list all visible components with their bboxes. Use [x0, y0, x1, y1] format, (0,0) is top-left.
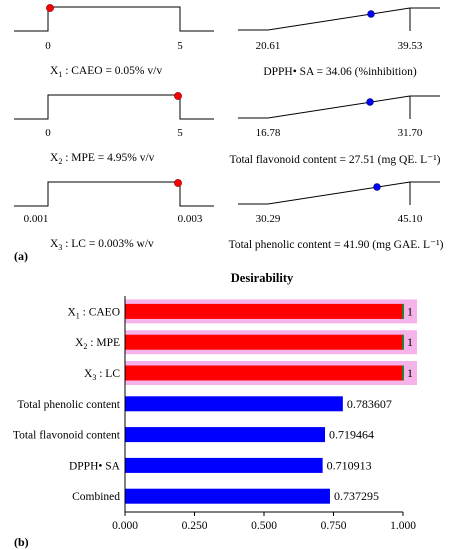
- x-tick-label: 0.000: [112, 520, 138, 532]
- x-tick-label: 0.500: [251, 520, 277, 532]
- bar-layer: [125, 303, 404, 504]
- category-label: Combined: [72, 491, 120, 503]
- response-ramp-flavonoid: 16.78 31.70 Total flavonoid content = 27…: [230, 95, 441, 166]
- value-label: 0.719464: [329, 428, 374, 442]
- bar: [125, 457, 323, 473]
- response-ramp-dpph: 20.61 39.53 DPPH• SA = 34.06 (%inhibitio…: [238, 7, 440, 78]
- low-label: 30.29: [256, 213, 281, 225]
- response-marker: [366, 98, 374, 106]
- response-ramp-phenolic: 30.29 45.10 Total phenolic content = 41.…: [229, 181, 444, 251]
- value-label: 1: [407, 335, 413, 349]
- low-label: 0: [45, 40, 51, 52]
- setting-marker: [174, 92, 182, 100]
- bar: [125, 396, 343, 412]
- caption-text: : MPE = 4.95% v/v: [62, 152, 154, 164]
- setting-marker: [46, 4, 54, 12]
- ramp-line: [14, 6, 214, 32]
- bar: [125, 334, 403, 350]
- response-caption: Total phenolic content = 41.90 (mg GAE. …: [229, 239, 444, 251]
- category-label: X1 : CAEO: [67, 306, 120, 320]
- high-label: 31.70: [398, 127, 423, 139]
- value-label: 1: [407, 304, 413, 318]
- low-label: 0.001: [24, 213, 49, 225]
- response-marker: [373, 183, 381, 191]
- x-ticks: 0.000 0.250 0.500 0.750 1.000: [112, 512, 416, 532]
- panel-a-label: (a): [14, 249, 28, 263]
- value-label: 0.783607: [347, 397, 392, 411]
- low-label: 0: [45, 127, 51, 139]
- category-label: X2 : MPE: [75, 337, 120, 351]
- bar: [125, 427, 326, 443]
- factor-caption: X1 : CAEO = 0.05% v/v: [50, 65, 162, 79]
- bar: [125, 488, 330, 504]
- category-label: X3 : LC: [84, 368, 120, 382]
- x-tick-label: 0.750: [321, 520, 347, 532]
- ramp-line: [238, 181, 440, 205]
- ramp-line: [14, 94, 214, 120]
- high-label: 5: [177, 127, 183, 139]
- factor-caption: X3 : LC = 0.003% w/v: [50, 238, 154, 252]
- high-label: 39.53: [398, 40, 423, 52]
- ramp-line: [14, 181, 214, 207]
- factor-ramp-x3: 0.001 0.003 X3 : LC = 0.003% w/v: [14, 179, 214, 252]
- factor-caption: X2 : MPE = 4.95% v/v: [50, 152, 155, 166]
- setting-marker: [174, 179, 182, 187]
- response-caption: Total flavonoid content = 27.51 (mg QE. …: [230, 154, 441, 166]
- value-label: 1: [407, 366, 413, 380]
- x-tick-label: 0.250: [182, 520, 208, 532]
- caption-subscript: 1: [58, 70, 62, 79]
- x-tick-label: 1.000: [390, 520, 416, 532]
- bar: [125, 365, 403, 381]
- ramp-line: [238, 7, 440, 31]
- high-label: 5: [177, 40, 183, 52]
- response-caption: DPPH• SA = 34.06 (%inhibition): [263, 66, 416, 78]
- value-labels: 1 1 1 0.783607 0.719464 0.710913 0.737295: [327, 304, 413, 503]
- value-label: 0.710913: [327, 458, 372, 472]
- panel-b-label: (b): [14, 535, 29, 549]
- caption-subscript: 3: [58, 243, 62, 252]
- low-label: 16.78: [256, 127, 281, 139]
- response-marker: [367, 10, 375, 18]
- low-label: 20.61: [256, 40, 281, 52]
- category-label: Total flavonoid content: [13, 430, 121, 442]
- caption-subscript: 2: [58, 157, 62, 166]
- caption-text: : LC = 0.003% w/v: [62, 238, 154, 250]
- high-label: 45.10: [398, 213, 423, 225]
- value-label: 0.737295: [334, 489, 379, 503]
- category-labels: X1 : CAEO X2 : MPE X3 : LC Total phenolic c…: [13, 306, 121, 503]
- bar: [125, 303, 403, 319]
- factor-ramp-x1: 0 5 X1 : CAEO = 0.05% v/v: [14, 4, 214, 79]
- ramp-line: [238, 95, 440, 119]
- chart-title: Desirability: [231, 271, 294, 285]
- factor-ramp-x2: 0 5 X2 : MPE = 4.95% v/v: [14, 92, 214, 166]
- category-label: DPPH• SA: [69, 460, 121, 472]
- caption-text: : CAEO = 0.05% v/v: [62, 65, 162, 77]
- high-label: 0.003: [178, 213, 203, 225]
- category-label: Total phenolic content: [17, 399, 120, 411]
